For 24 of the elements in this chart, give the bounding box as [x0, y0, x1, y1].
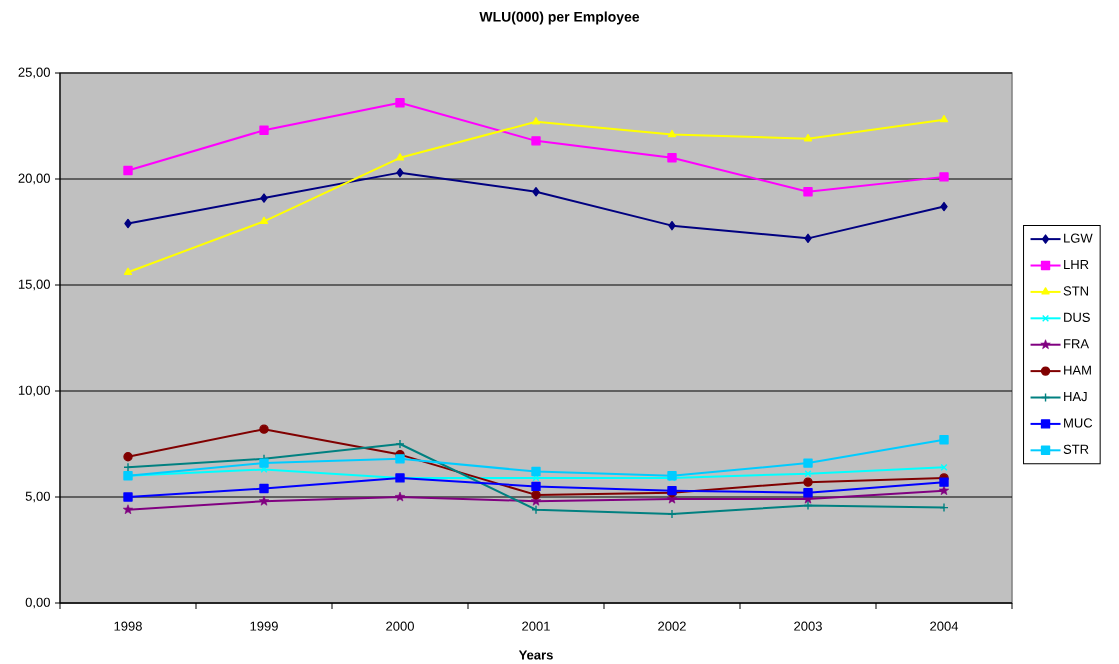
y-tick-label: 0,00 [25, 597, 50, 609]
y-tick-label: 10,00 [18, 385, 50, 397]
x-tick-label: 2003 [794, 621, 822, 631]
y-tick-label: 20,00 [18, 173, 50, 185]
legend-label: LHR [1064, 260, 1089, 270]
legend-label: LGW [1064, 233, 1093, 243]
x-tick-label: 2004 [930, 621, 959, 631]
legend-label: HAJ [1064, 392, 1087, 402]
legend-label: MUC [1064, 418, 1093, 428]
legend-label: STR [1063, 444, 1089, 454]
y-tick-label: 25,00 [18, 67, 50, 79]
x-tick-label: 2000 [386, 621, 414, 631]
x-axis-title: Years [518, 650, 553, 660]
legend-label: DUS [1064, 312, 1090, 322]
y-tick-label: 5,00 [25, 491, 50, 503]
legend-label: FRA [1064, 339, 1090, 349]
legend-label: STN [1063, 286, 1088, 296]
legend-label: HAM [1064, 365, 1091, 375]
x-tick-label: 2001 [522, 621, 550, 631]
x-tick-label: 1999 [250, 621, 278, 631]
x-tick-label: 2002 [658, 621, 686, 631]
chart-title: WLU(000) per Employee [479, 11, 640, 25]
x-tick-label: 1998 [114, 621, 142, 631]
y-tick-label: 15,00 [18, 279, 50, 291]
